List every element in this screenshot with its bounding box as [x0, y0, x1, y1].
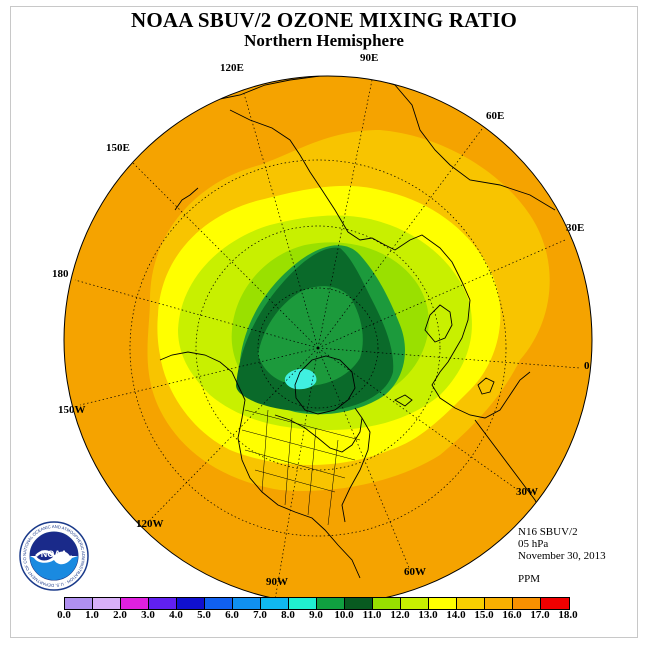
lon-label-120w: 120W — [136, 518, 164, 530]
color-swatch — [457, 598, 485, 609]
color-scale-tick-label: 3.0 — [141, 609, 155, 621]
pressure-label: 05 hPa — [518, 538, 549, 550]
color-swatch — [485, 598, 513, 609]
color-swatch — [149, 598, 177, 609]
color-scale-tick-label: 7.0 — [253, 609, 267, 621]
color-swatch — [233, 598, 261, 609]
color-scale-tick-label: 1.0 — [85, 609, 99, 621]
color-swatch — [345, 598, 373, 609]
color-swatch — [541, 598, 569, 609]
color-scale-bar — [64, 597, 570, 610]
lon-label-150w: 150W — [58, 404, 86, 416]
lon-label-60e: 60E — [486, 110, 505, 122]
color-swatch — [177, 598, 205, 609]
logo-lower-half — [30, 556, 78, 580]
color-scale-tick-label: 5.0 — [197, 609, 211, 621]
color-swatch — [289, 598, 317, 609]
figure-frame — [10, 6, 638, 638]
map-title: NOAA SBUV/2 OZONE MIXING RATIO — [131, 8, 517, 32]
coast-europe — [431, 299, 531, 419]
coast-east-america — [341, 417, 371, 523]
color-swatch — [373, 598, 401, 609]
color-scale-tick-label: 15.0 — [474, 609, 494, 621]
coast-uk — [477, 377, 495, 395]
color-swatch — [317, 598, 345, 609]
state-borders — [241, 409, 361, 526]
lon-label-90w: 90W — [266, 576, 288, 588]
color-swatch — [205, 598, 233, 609]
lon-label-60w: 60W — [404, 566, 426, 578]
lon-label-90e: 90E — [360, 52, 379, 64]
lon-label-180: 180 — [52, 268, 69, 280]
color-swatch — [65, 598, 93, 609]
instrument-label: N16 SBUV/2 — [518, 526, 578, 538]
color-scale-tick-label: 9.0 — [309, 609, 323, 621]
coast-iceland — [394, 394, 413, 407]
date-label: November 30, 2013 — [518, 550, 606, 562]
lon-label-0: 0 — [584, 360, 590, 372]
coast-greenland — [294, 355, 356, 415]
color-scale-tick-label: 0.0 — [57, 609, 71, 621]
lon-label-150e: 150E — [106, 142, 130, 154]
color-scale-tick-label: 4.0 — [169, 609, 183, 621]
color-scale-tick-label: 16.0 — [502, 609, 522, 621]
color-scale-tick-label: 8.0 — [281, 609, 295, 621]
logo-wave-icon — [35, 550, 73, 562]
logo-text: NOAA — [41, 549, 68, 559]
coast-japan — [174, 187, 199, 211]
coast-asia-north — [214, 76, 556, 211]
color-swatch — [429, 598, 457, 609]
map-subtitle: Northern Hemisphere — [244, 31, 404, 50]
coast-hudson — [274, 407, 363, 453]
zone-green-inner — [258, 286, 363, 386]
color-swatch — [401, 598, 429, 609]
color-scale-tick-label: 13.0 — [418, 609, 438, 621]
color-scale-tick-label: 10.0 — [334, 609, 354, 621]
color-scale-tick-label: 18.0 — [558, 609, 578, 621]
color-swatch — [513, 598, 541, 609]
color-swatch — [261, 598, 289, 609]
lon-label-30e: 30E — [566, 222, 585, 234]
noaa-logo: NOAA NATIONAL OCEANIC AND ATMOSPHERIC AD… — [18, 520, 89, 591]
lon-label-30w: 30W — [516, 486, 538, 498]
coast-scandinavia — [424, 304, 453, 343]
color-swatch — [93, 598, 121, 609]
coast-siberia — [229, 109, 471, 301]
ozone-contours — [64, 76, 592, 604]
grid-lines — [74, 79, 581, 601]
color-scale-tick-label: 17.0 — [530, 609, 550, 621]
color-swatch — [121, 598, 149, 609]
color-scale-tick-label: 6.0 — [225, 609, 239, 621]
units-label: PPM — [518, 573, 541, 585]
lon-label-120e: 120E — [220, 62, 244, 74]
color-scale-tick-label: 11.0 — [362, 609, 382, 621]
color-scale-tick-label: 2.0 — [113, 609, 127, 621]
coast-north-america — [237, 384, 361, 579]
color-scale-tick-label: 12.0 — [390, 609, 410, 621]
coast-alaska — [159, 351, 239, 386]
color-scale-tick-label: 14.0 — [446, 609, 466, 621]
